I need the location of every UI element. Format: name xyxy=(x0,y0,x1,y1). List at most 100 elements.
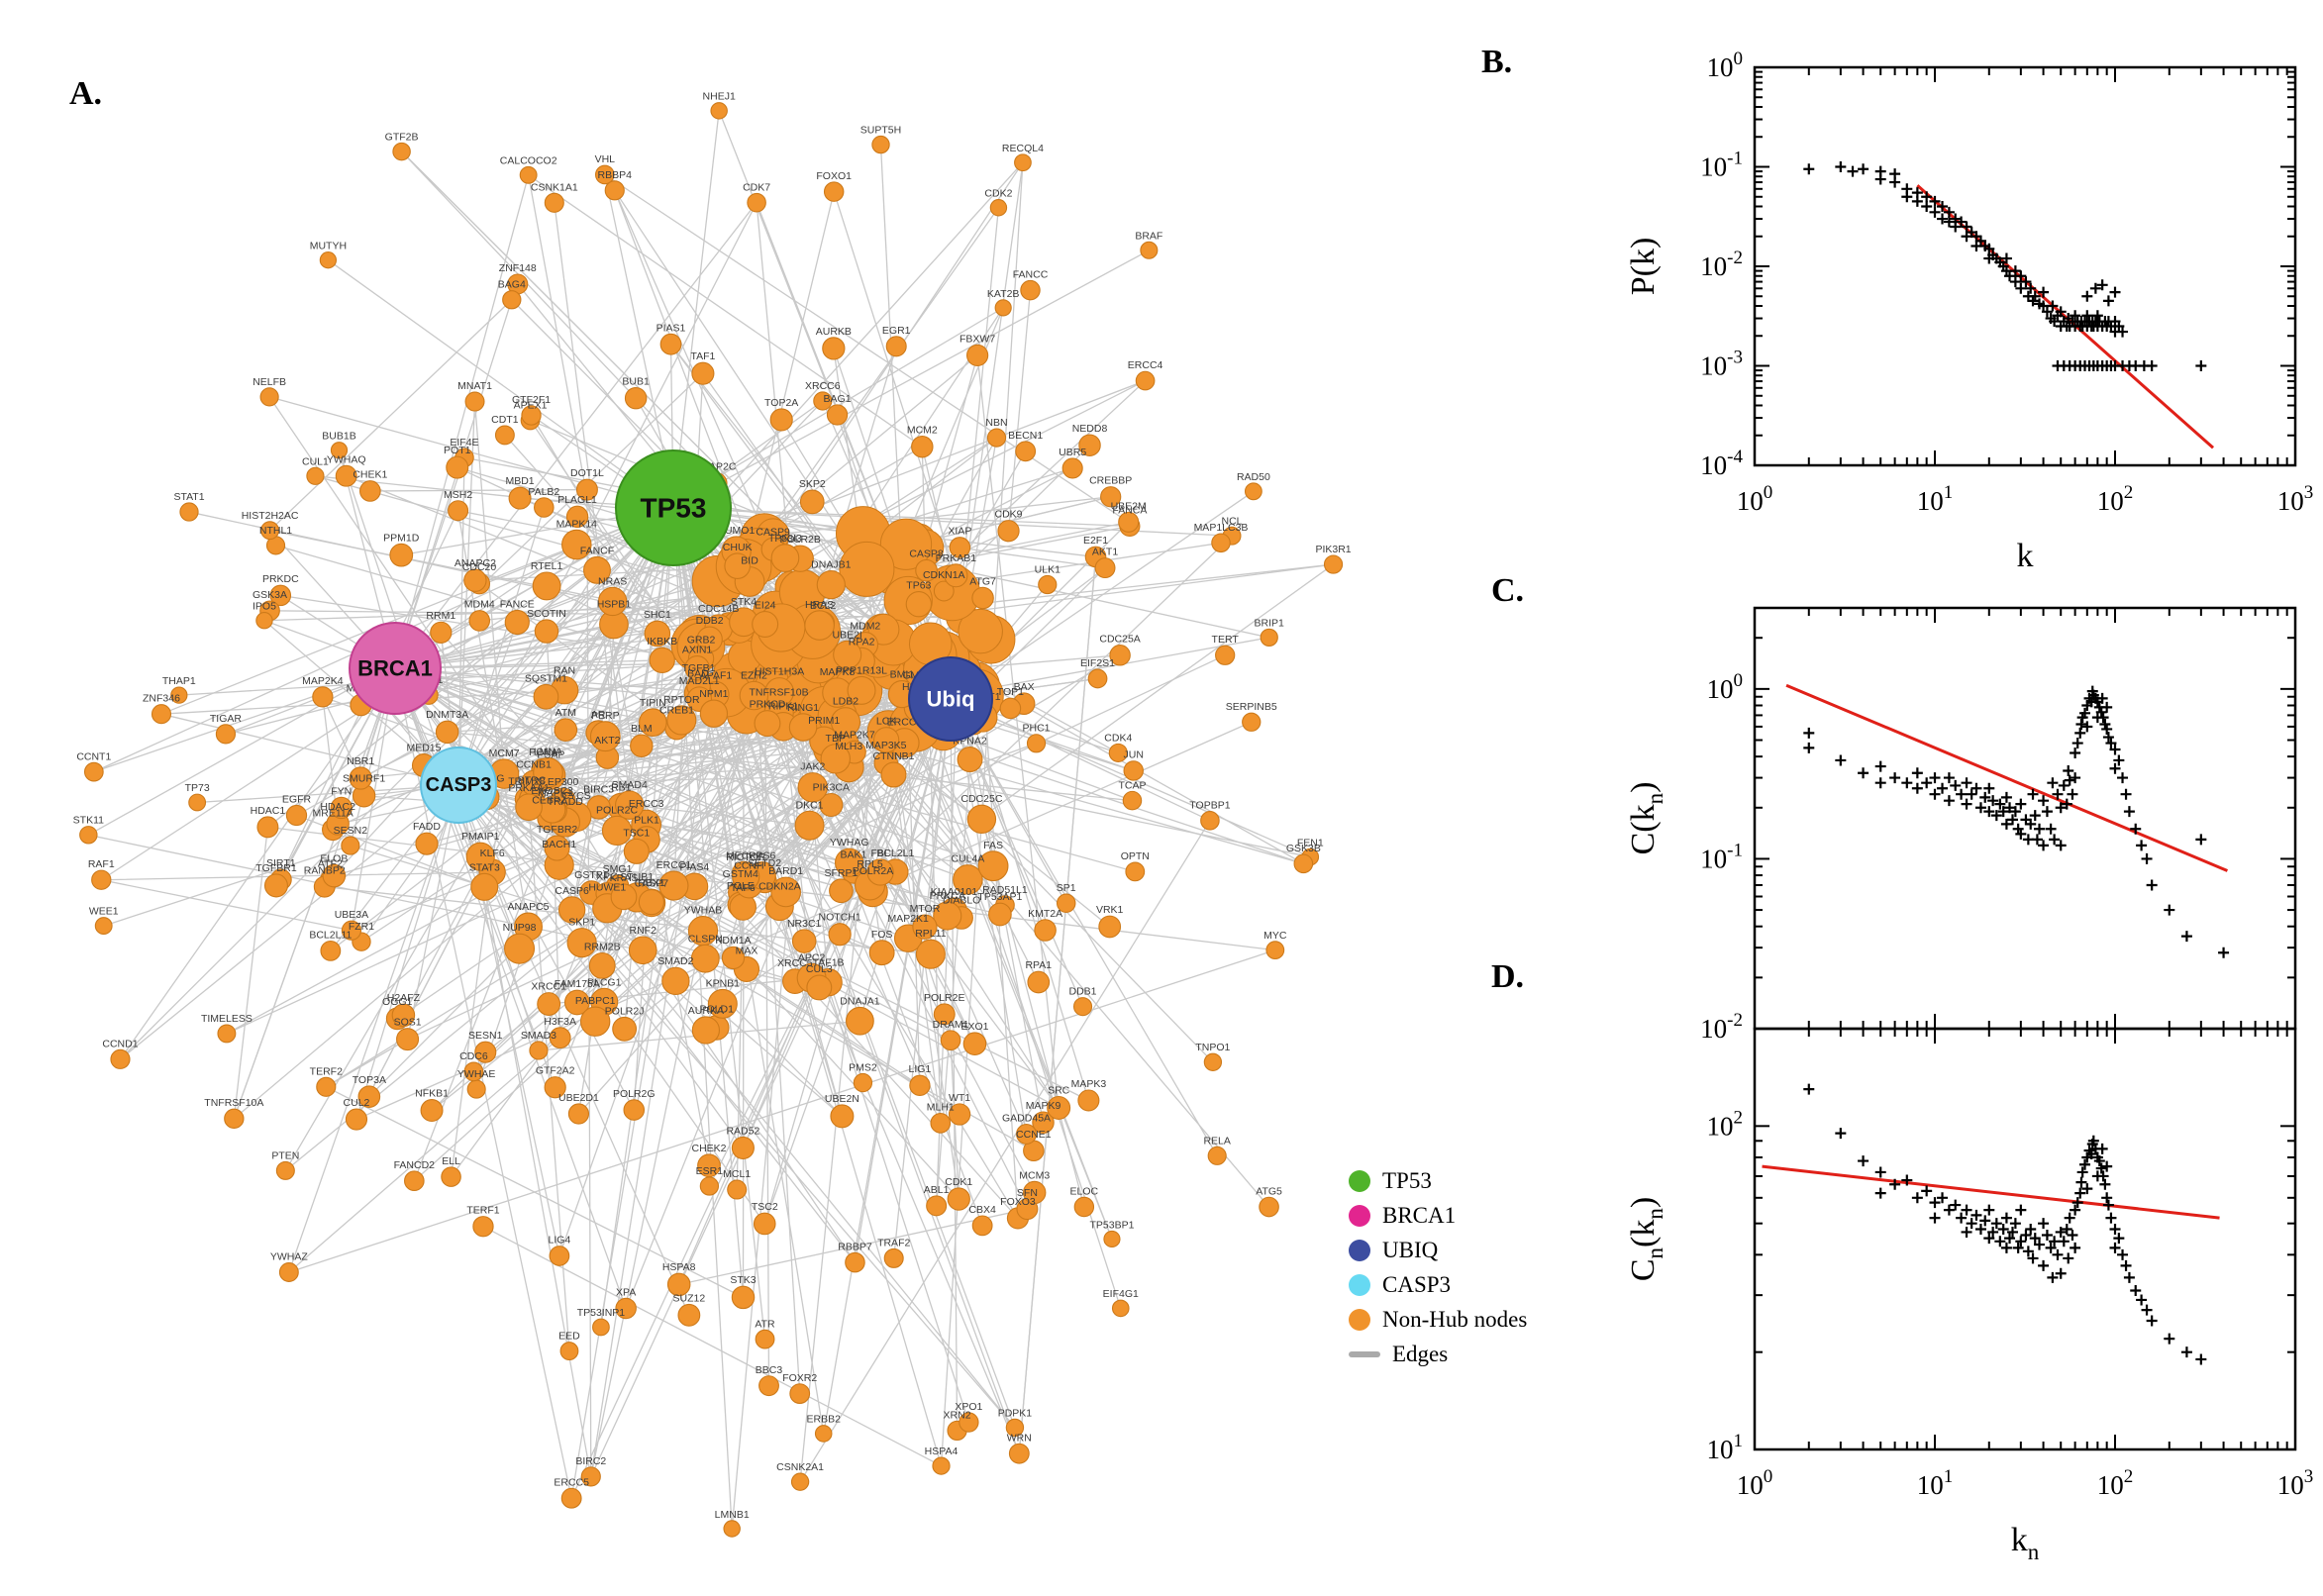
gene-label: TERF2 xyxy=(310,1065,343,1077)
gene-label: DIABLO xyxy=(943,895,981,907)
gene-node xyxy=(1265,941,1285,960)
gene-node xyxy=(1047,1095,1071,1120)
legend-label: BRCA1 xyxy=(1382,1203,1457,1228)
gene-label: AR xyxy=(591,709,606,721)
gene-label: PIAS4 xyxy=(680,861,710,873)
edge xyxy=(233,667,396,1120)
legend-item-casp3: CASP3 xyxy=(1349,1272,1527,1298)
gene-label: ATG7 xyxy=(969,575,996,587)
gene-label: H2AFZ xyxy=(387,992,421,1004)
panel-b-label: B. xyxy=(1481,44,1513,80)
gene-label: SMAD4 xyxy=(612,779,648,791)
edge xyxy=(394,667,855,873)
gene-label: GRB2 xyxy=(687,635,716,647)
data-point xyxy=(2004,802,2016,814)
data-point xyxy=(2004,270,2016,282)
edge xyxy=(731,669,811,1530)
gene-label: TP63 xyxy=(906,580,931,592)
gene-node xyxy=(624,386,648,410)
legend-label: Edges xyxy=(1392,1342,1449,1366)
data-point xyxy=(1961,1204,1972,1216)
data-point xyxy=(2000,1212,2012,1224)
gene-node xyxy=(519,165,538,184)
gene-node xyxy=(659,333,682,355)
gene-label: GTF2A2 xyxy=(536,1065,575,1077)
gene-label: RNF2 xyxy=(630,925,657,937)
gene-label: SMG1 xyxy=(603,863,633,875)
gene-label: SQSTM1 xyxy=(525,672,567,684)
gene-label: KPNB1 xyxy=(706,977,741,989)
gene-node xyxy=(883,1247,904,1268)
fit-line xyxy=(1762,1164,2220,1220)
gene-label: PRKCD xyxy=(750,699,786,711)
gene-label: MED15 xyxy=(406,743,441,754)
gene-label: PPM1D xyxy=(383,532,420,544)
data-point xyxy=(2136,1294,2148,1306)
gene-node xyxy=(532,571,561,601)
data-point xyxy=(2109,744,2121,755)
brca1-dot-icon xyxy=(1349,1205,1370,1227)
gene-label: BUB1 xyxy=(622,376,650,388)
data-point xyxy=(1874,173,1886,185)
gene-node xyxy=(544,1076,566,1099)
gene-label: GTF2B xyxy=(385,131,419,143)
gene-label: NBN xyxy=(985,417,1007,429)
gene-label: UBE2M xyxy=(1111,500,1147,512)
gene-node xyxy=(940,1030,961,1051)
data-point xyxy=(2025,282,2037,294)
gene-label: MTOR xyxy=(910,903,941,915)
gene-label: KRAS xyxy=(610,872,639,884)
gene-label: BAX xyxy=(1014,681,1035,693)
gene-node xyxy=(312,686,334,708)
data-point xyxy=(2093,1155,2105,1167)
gene-label: KLF6 xyxy=(480,848,505,859)
gene-label: WT1 xyxy=(949,1092,970,1104)
gene-label: MDM4 xyxy=(464,599,495,611)
data-point xyxy=(2029,1233,2041,1245)
data-point xyxy=(1929,1197,1941,1209)
gene-label: MSH2 xyxy=(444,489,472,501)
gene-label: POLR2J xyxy=(605,1005,645,1017)
gene-node xyxy=(926,1195,948,1217)
gene-node xyxy=(971,1215,993,1237)
gene-node xyxy=(1135,370,1156,391)
y-axis-label: C(kn​) xyxy=(1625,782,1667,855)
gene-label: STAT3 xyxy=(469,861,500,873)
edge xyxy=(604,667,698,738)
gene-node xyxy=(947,1187,970,1211)
data-point xyxy=(1983,782,1995,794)
gene-node xyxy=(727,1179,748,1200)
ubiq-dot-icon xyxy=(1349,1240,1370,1261)
gene-label: DDB2 xyxy=(696,615,724,627)
gene-label: MCM2 xyxy=(907,425,938,437)
data-point xyxy=(1961,777,1972,789)
gene-node xyxy=(610,883,638,911)
gene-node xyxy=(285,804,308,827)
gene-label: TNFRSF10A xyxy=(204,1097,263,1109)
data-point xyxy=(2146,1315,2158,1327)
legend-item-edges: Edges xyxy=(1349,1342,1527,1367)
data-point xyxy=(2071,738,2083,749)
data-point xyxy=(2117,1248,2129,1260)
gene-node xyxy=(872,727,900,753)
gene-label: NR3C1 xyxy=(787,918,822,930)
gene-label: POLR2E xyxy=(924,992,964,1004)
data-point xyxy=(2015,1236,2027,1247)
data-point xyxy=(2113,754,2125,766)
data-point xyxy=(2075,718,2087,730)
gene-label: SKP2 xyxy=(799,478,826,490)
edge xyxy=(457,784,735,959)
edge xyxy=(457,784,635,1111)
data-point xyxy=(2009,806,2021,818)
data-point xyxy=(2015,270,2027,282)
gene-label: BAG4 xyxy=(498,279,526,291)
gene-node xyxy=(816,570,846,600)
data-point xyxy=(1970,782,1982,794)
edge xyxy=(950,490,1255,700)
edge xyxy=(590,698,952,1478)
gene-node xyxy=(699,1176,720,1196)
gene-label: THAP1 xyxy=(162,675,196,687)
gene-node xyxy=(563,989,590,1016)
gene-node xyxy=(630,734,654,757)
